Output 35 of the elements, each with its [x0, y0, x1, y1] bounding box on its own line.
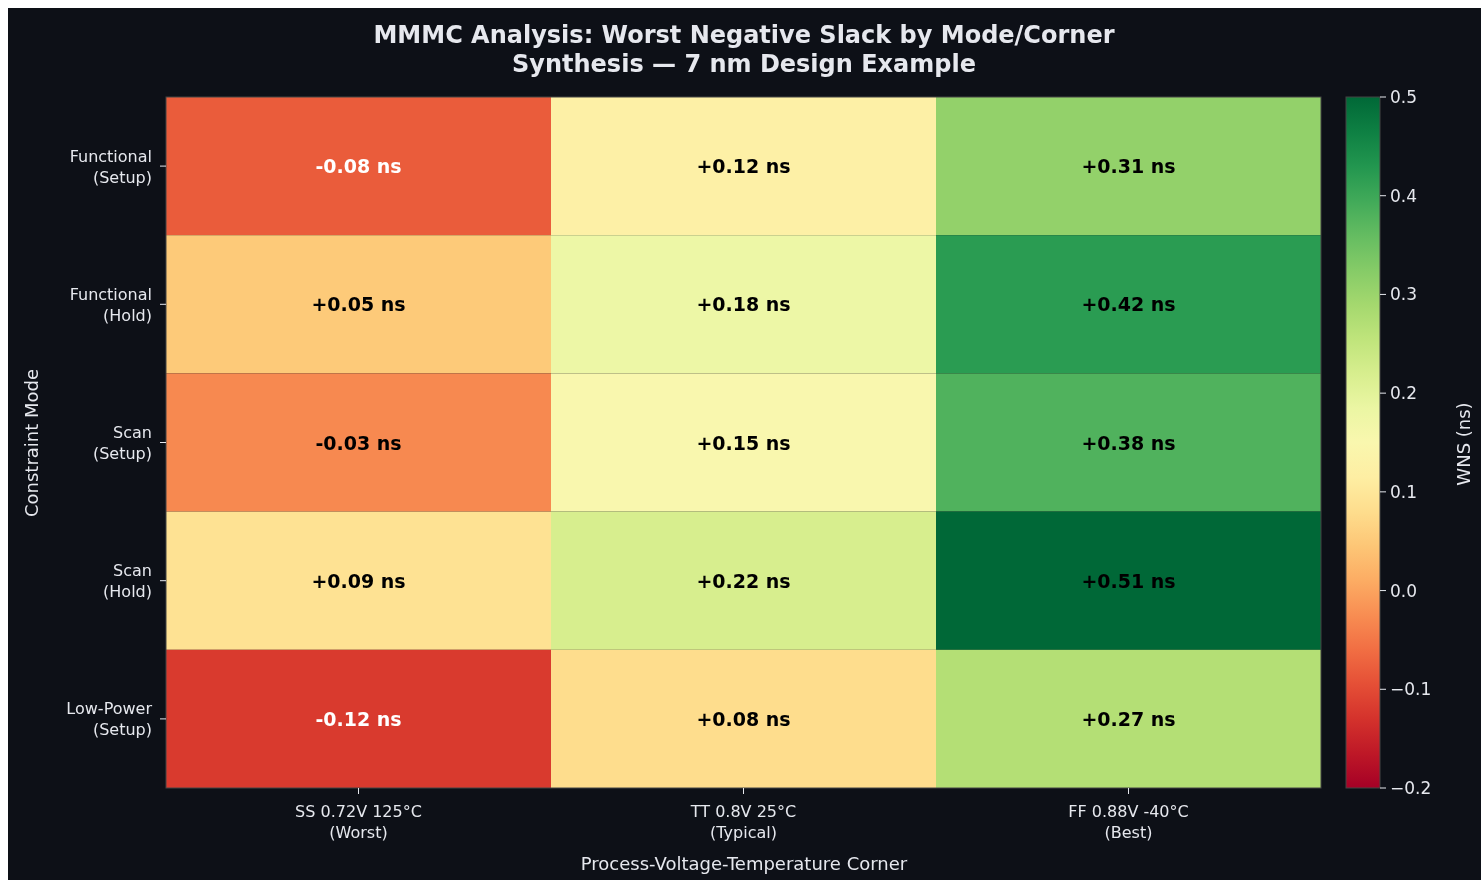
data-label: +0.22 ns: [696, 569, 791, 592]
data-label: +0.05 ns: [311, 293, 406, 316]
color-bar-label: 0.2: [1390, 383, 1418, 404]
data-label: +0.38 ns: [1081, 431, 1176, 454]
data-label: +0.51 ns: [1081, 569, 1176, 592]
color-bar-label: 0.0: [1390, 580, 1418, 601]
y-tick-label: Low-Power (Setup): [66, 699, 153, 740]
data-label: +0.15 ns: [696, 431, 791, 454]
data-label: +0.27 ns: [1081, 707, 1176, 730]
x-tick-label: TT 0.8V 25°C (Typical): [689, 802, 797, 842]
y-tick-label: Scan (Hold): [103, 561, 152, 602]
y-tick-label: Scan (Setup): [92, 423, 152, 463]
data-label: +0.31 ns: [1081, 155, 1176, 178]
y-tick-label: Functional (Hold): [69, 284, 152, 325]
color-bar-label: 0.4: [1390, 185, 1418, 206]
color-bar-title: WNS (ns): [1453, 402, 1474, 486]
color-bar-label: 0.1: [1390, 481, 1418, 502]
data-label: +0.42 ns: [1081, 293, 1176, 316]
y-axis-title: Constraint Mode: [21, 368, 42, 518]
data-label: +0.08 ns: [696, 707, 791, 730]
color-bar-label: −0.2: [1390, 778, 1432, 798]
chart-title: MMMC Analysis: Worst Negative Slack by Mode/Corner Synthesis — 7 nm Design Example: [373, 21, 1115, 78]
data-label: -0.08 ns: [315, 155, 402, 178]
data-label: +0.09 ns: [311, 569, 406, 592]
color-bar-label: −0.1: [1390, 679, 1432, 700]
x-tick-label: FF 0.88V -40°C (Best): [1068, 802, 1189, 842]
x-axis-title: Process-Voltage-Temperature Corner: [580, 853, 908, 874]
data-label: -0.03 ns: [315, 431, 402, 454]
y-tick-label: Functional (Setup): [69, 146, 152, 187]
data-label: -0.12 ns: [315, 707, 402, 730]
data-label: +0.12 ns: [696, 155, 791, 178]
x-tick-label: SS 0.72V 125°C (Worst): [295, 802, 422, 842]
color-bar-label: 0.3: [1390, 284, 1418, 305]
data-label: +0.18 ns: [696, 293, 791, 316]
color-bar-label: 0.5: [1390, 87, 1418, 107]
